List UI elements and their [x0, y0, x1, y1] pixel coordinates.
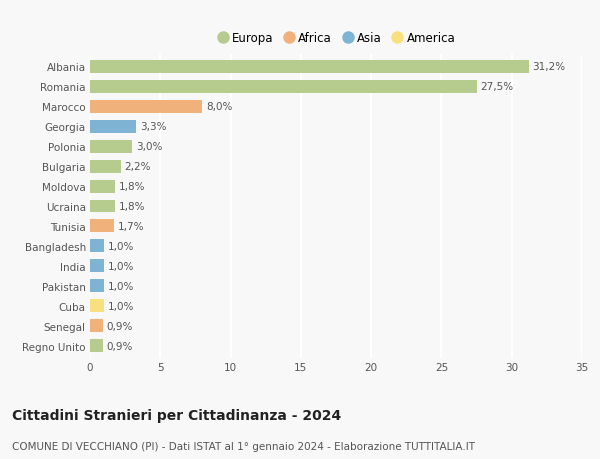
Bar	[90, 140, 132, 153]
Text: 1,8%: 1,8%	[119, 202, 145, 212]
Bar	[90, 120, 136, 133]
Legend: Europa, Africa, Asia, America: Europa, Africa, Asia, America	[212, 28, 460, 50]
Text: 31,2%: 31,2%	[532, 62, 565, 72]
Bar	[90, 80, 476, 94]
Bar	[90, 300, 104, 313]
Bar	[90, 200, 115, 213]
Bar	[90, 220, 114, 233]
Bar	[90, 340, 103, 353]
Bar	[90, 319, 103, 333]
Bar	[90, 160, 121, 173]
Text: Cittadini Stranieri per Cittadinanza - 2024: Cittadini Stranieri per Cittadinanza - 2…	[12, 409, 341, 422]
Text: 2,2%: 2,2%	[124, 162, 151, 172]
Text: 0,9%: 0,9%	[106, 321, 133, 331]
Text: 3,3%: 3,3%	[140, 122, 166, 132]
Text: 1,8%: 1,8%	[119, 182, 145, 191]
Bar	[90, 180, 115, 193]
Text: 0,9%: 0,9%	[106, 341, 133, 351]
Text: 1,0%: 1,0%	[107, 261, 134, 271]
Bar	[90, 260, 104, 273]
Bar	[90, 61, 529, 73]
Bar	[90, 240, 104, 253]
Bar	[90, 101, 202, 113]
Text: 27,5%: 27,5%	[480, 82, 513, 92]
Text: 1,7%: 1,7%	[118, 222, 144, 231]
Text: 1,0%: 1,0%	[107, 281, 134, 291]
Text: COMUNE DI VECCHIANO (PI) - Dati ISTAT al 1° gennaio 2024 - Elaborazione TUTTITAL: COMUNE DI VECCHIANO (PI) - Dati ISTAT al…	[12, 441, 475, 451]
Text: 8,0%: 8,0%	[206, 102, 232, 112]
Text: 1,0%: 1,0%	[107, 241, 134, 252]
Text: 3,0%: 3,0%	[136, 142, 162, 152]
Bar	[90, 280, 104, 293]
Text: 1,0%: 1,0%	[107, 301, 134, 311]
